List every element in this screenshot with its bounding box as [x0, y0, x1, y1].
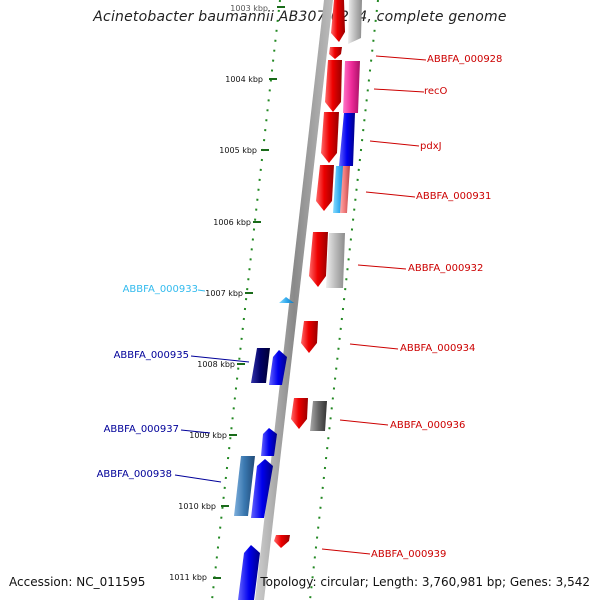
tick-label: 1004 kbp: [225, 75, 263, 84]
gene-arrow[interactable]: [279, 297, 294, 303]
gene-arrow[interactable]: [348, 0, 362, 44]
leader-line: [197, 289, 206, 292]
gene-label[interactable]: ABBFA_000936: [390, 420, 465, 431]
gene-label[interactable]: ABBFA_000937: [104, 424, 179, 435]
gene-arrow[interactable]: [274, 535, 290, 548]
gene-arrow[interactable]: [321, 112, 339, 163]
genome-title: Acinetobacter baumannii AB307-0294, comp…: [93, 9, 507, 25]
tick-label: 1008 kbp: [197, 360, 235, 369]
inner-scale-line: [309, 0, 379, 600]
leader-line: [349, 343, 399, 350]
gene-arrow[interactable]: [234, 456, 255, 516]
gene-label[interactable]: ABBFA_000933: [123, 284, 198, 295]
leader-line: [339, 419, 389, 426]
gene-labels: ABBFA_000928 recO pdxJ ABBFA_000931 ABBF…: [97, 54, 503, 560]
gene-arrow[interactable]: [301, 321, 318, 353]
reverse-strand-genes: [234, 297, 294, 600]
gene-arrow[interactable]: [291, 398, 308, 429]
gene-label[interactable]: ABBFA_000935: [114, 350, 189, 361]
gene-label[interactable]: ABBFA_000932: [408, 263, 483, 274]
leader-line: [373, 88, 425, 93]
leader-line: [174, 474, 222, 483]
second-lane-genes: [310, 0, 362, 431]
outer-scale-line: [211, 0, 281, 600]
gene-arrow[interactable]: [331, 0, 345, 42]
gene-arrow[interactable]: [343, 61, 360, 113]
gene-arrow[interactable]: [325, 60, 342, 112]
gene-arrow[interactable]: [329, 47, 342, 59]
gene-arrow[interactable]: [326, 233, 345, 288]
gene-arrow[interactable]: [269, 350, 287, 385]
leader-line: [365, 191, 416, 198]
gene-arrow[interactable]: [251, 459, 273, 518]
gene-arrow[interactable]: [309, 232, 328, 287]
leader-line: [375, 55, 427, 61]
scale-tracks: [211, 0, 379, 600]
forward-strand-genes: [274, 0, 345, 548]
tick-label: 1009 kbp: [189, 431, 227, 440]
leader-line: [180, 429, 211, 434]
leader-line: [190, 355, 250, 363]
gene-label[interactable]: ABBFA_000939: [371, 549, 446, 560]
gene-label[interactable]: recO: [424, 86, 448, 97]
gene-arrow[interactable]: [251, 348, 270, 383]
gene-arrow[interactable]: [261, 428, 277, 456]
tick-label: 1007 kbp: [205, 289, 243, 298]
topology-text: Topology: circular; Length: 3,760,981 bp…: [260, 575, 590, 589]
gene-arrow[interactable]: [316, 165, 334, 211]
tick-label: 1006 kbp: [213, 218, 251, 227]
gene-arrow[interactable]: [340, 166, 350, 213]
gene-label[interactable]: ABBFA_000928: [427, 54, 502, 65]
gene-arrow[interactable]: [339, 113, 355, 166]
accession-text: Accession: NC_011595: [9, 575, 146, 589]
gene-label[interactable]: ABBFA_000934: [400, 343, 475, 354]
gene-label[interactable]: ABBFA_000938: [97, 469, 172, 480]
gene-arrow[interactable]: [238, 545, 260, 600]
genome-backbone: [255, 0, 333, 600]
tick-label: 1003 kbp: [230, 4, 268, 13]
kbp-ticks: 1003 kbp 1004 kbp 1005 kbp 1006 kbp 1007…: [169, 4, 285, 582]
tick-label: 1005 kbp: [219, 146, 257, 155]
gene-label[interactable]: pdxJ: [420, 141, 442, 152]
gene-label[interactable]: ABBFA_000931: [416, 191, 491, 202]
label-leaders: [174, 55, 427, 555]
leader-line: [369, 140, 420, 147]
leader-line: [357, 264, 407, 270]
leader-line: [321, 548, 371, 555]
tick-label: 1010 kbp: [178, 502, 216, 511]
gene-arrow[interactable]: [310, 401, 327, 431]
tick-label: 1011 kbp: [169, 573, 207, 582]
